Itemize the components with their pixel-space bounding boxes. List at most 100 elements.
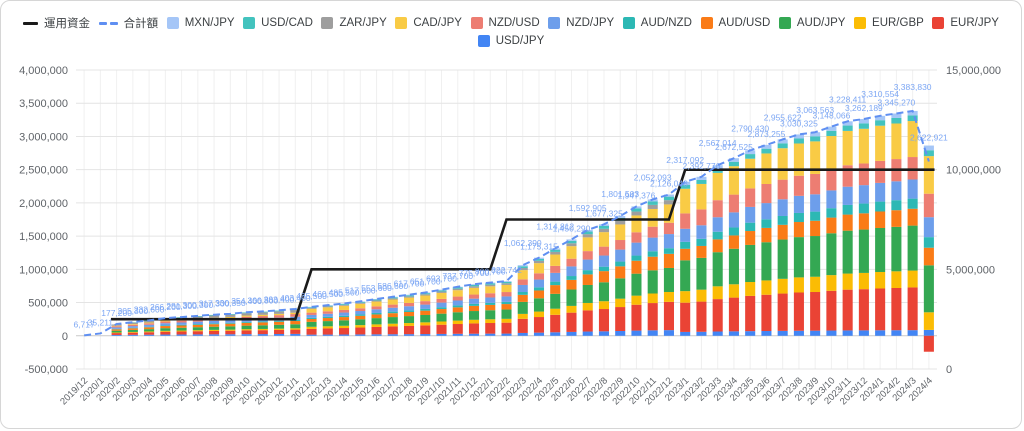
bar-segment-aud-jpy[interactable] — [192, 327, 203, 331]
bar-segment-mxn-jpy[interactable] — [761, 144, 772, 149]
bar-segment-aud-usd[interactable] — [322, 318, 333, 322]
bar-segment-aud-nzd[interactable] — [355, 314, 366, 316]
bar-segment-eur-gbp[interactable] — [566, 305, 577, 313]
bar-segment-eur-jpy[interactable] — [728, 297, 739, 332]
bar-segment-nzd-usd[interactable] — [387, 304, 398, 308]
bar-segment-eur-jpy[interactable] — [517, 318, 528, 333]
bar-segment-cad-jpy[interactable] — [842, 130, 853, 166]
bar-segment-aud-usd[interactable] — [680, 248, 691, 261]
bar-segment-aud-nzd[interactable] — [923, 237, 934, 248]
bar-segment-usd-jpy[interactable] — [111, 334, 122, 336]
bar-segment-nzd-usd[interactable] — [712, 200, 723, 218]
bar-segment-usd-cad[interactable] — [663, 196, 674, 201]
bar-segment-eur-jpy[interactable] — [777, 293, 788, 331]
bar-segment-zar-jpy[interactable] — [468, 286, 480, 288]
bar-segment-mxn-jpy[interactable] — [468, 284, 480, 286]
bar-segment-nzd-jpy[interactable] — [923, 217, 934, 238]
bar-segment-aud-jpy[interactable] — [501, 309, 512, 319]
bar-segment-nzd-usd[interactable] — [485, 293, 496, 298]
bar-segment-eur-jpy[interactable] — [501, 322, 512, 334]
bar-segment-usd-cad[interactable] — [501, 281, 512, 284]
bar-segment-eur-jpy[interactable] — [468, 323, 480, 334]
bar-segment-nzd-usd[interactable] — [420, 301, 431, 305]
bar-segment-nzd-usd[interactable] — [436, 298, 447, 303]
bar-segment-cad-jpy[interactable] — [696, 183, 707, 210]
bar-segment-usd-jpy[interactable] — [387, 334, 398, 336]
bar-segment-nzd-usd[interactable] — [403, 302, 415, 307]
bar-segment-aud-usd[interactable] — [403, 311, 415, 317]
bar-segment-usd-jpy[interactable] — [241, 334, 252, 336]
bar-segment-cad-jpy[interactable] — [615, 224, 626, 241]
bar-segment-aud-jpy[interactable] — [631, 273, 642, 296]
bar-segment-usd-jpy[interactable] — [452, 333, 463, 336]
bar-segment-zar-jpy[interactable] — [127, 322, 138, 325]
bar-segment-aud-nzd[interactable] — [485, 302, 496, 305]
bar-segment-nzd-jpy[interactable] — [615, 249, 626, 262]
bar-segment-aud-jpy[interactable] — [306, 321, 317, 327]
bar-segment-aud-usd[interactable] — [485, 304, 496, 311]
bar-segment-aud-jpy[interactable] — [777, 239, 788, 279]
bar-segment-aud-nzd[interactable] — [810, 211, 821, 221]
bar-segment-aud-nzd[interactable] — [160, 325, 171, 327]
bar-segment-mxn-jpy[interactable] — [696, 176, 707, 180]
bar-segment-cad-jpy[interactable] — [127, 324, 138, 325]
bar-segment-eur-jpy[interactable] — [209, 330, 220, 335]
bar-segment-nzd-jpy[interactable] — [452, 300, 463, 306]
bar-segment-zar-jpy[interactable] — [452, 288, 463, 291]
bar-segment-nzd-jpy[interactable] — [485, 297, 496, 303]
bar-segment-eur-gbp[interactable] — [355, 325, 366, 328]
bar-segment-usd-jpy[interactable] — [680, 331, 691, 336]
bar-segment-aud-usd[interactable] — [777, 224, 788, 240]
bar-segment-cad-jpy[interactable] — [647, 208, 658, 227]
bar-segment-usd-jpy[interactable] — [923, 329, 934, 336]
bar-segment-aud-nzd[interactable] — [420, 308, 431, 311]
bar-segment-aud-nzd[interactable] — [907, 198, 918, 209]
bar-segment-usd-cad[interactable] — [923, 150, 934, 157]
bar-segment-aud-nzd[interactable] — [501, 301, 512, 305]
bar-segment-eur-gbp[interactable] — [810, 276, 821, 293]
bar-segment-usd-cad[interactable] — [517, 266, 528, 269]
bar-segment-nzd-usd[interactable] — [501, 292, 512, 297]
bar-segment-usd-jpy[interactable] — [598, 331, 610, 336]
bar-segment-zar-jpy[interactable] — [290, 310, 301, 313]
bar-segment-nzd-jpy[interactable] — [728, 212, 739, 228]
bar-segment-zar-jpy[interactable] — [501, 283, 512, 285]
bar-segment-aud-usd[interactable] — [728, 235, 739, 249]
bar-segment-nzd-usd[interactable] — [566, 258, 577, 267]
bar-segment-usd-jpy[interactable] — [826, 330, 837, 336]
bar-segment-usd-cad[interactable] — [566, 240, 577, 244]
bar-segment-eur-jpy[interactable] — [257, 330, 268, 335]
bar-segment-cad-jpy[interactable] — [566, 246, 577, 259]
bar-segment-eur-gbp[interactable] — [144, 331, 155, 333]
bar-segment-zar-jpy[interactable] — [306, 307, 317, 309]
bar-segment-zar-jpy[interactable] — [647, 204, 658, 209]
bar-segment-aud-usd[interactable] — [858, 213, 869, 230]
bar-segment-aud-nzd[interactable] — [550, 281, 561, 286]
bar-segment-eur-gbp[interactable] — [387, 323, 398, 327]
bar-segment-aud-jpy[interactable] — [111, 330, 122, 333]
bar-segment-eur-gbp[interactable] — [777, 278, 788, 294]
bar-segment-zar-jpy[interactable] — [355, 302, 366, 304]
bar-segment-eur-jpy[interactable] — [598, 309, 610, 332]
bar-segment-nzd-usd[interactable] — [274, 315, 285, 318]
bar-segment-aud-usd[interactable] — [923, 247, 934, 266]
bar-segment-aud-jpy[interactable] — [225, 326, 236, 330]
bar-segment-usd-jpy[interactable] — [322, 334, 333, 336]
legend-item-total-amount[interactable]: 合計額 — [98, 15, 158, 31]
bar-segment-eur-gbp[interactable] — [371, 324, 382, 327]
bar-segment-usd-jpy[interactable] — [793, 330, 804, 336]
bar-segment-nzd-jpy[interactable] — [582, 259, 593, 271]
bar-segment-cad-jpy[interactable] — [403, 297, 415, 303]
bar-segment-eur-gbp[interactable] — [176, 330, 187, 332]
bar-segment-cad-jpy[interactable] — [923, 156, 934, 194]
bar-segment-mxn-jpy[interactable] — [923, 145, 934, 151]
bar-segment-cad-jpy[interactable] — [663, 204, 674, 223]
bar-segment-eur-gbp[interactable] — [842, 273, 853, 290]
bar-segment-aud-usd[interactable] — [761, 227, 772, 243]
bar-segment-eur-gbp[interactable] — [647, 293, 658, 304]
bar-segment-cad-jpy[interactable] — [598, 232, 610, 247]
bar-segment-aud-jpy[interactable] — [566, 289, 577, 306]
bar-segment-mxn-jpy[interactable] — [403, 294, 415, 296]
bar-segment-aud-jpy[interactable] — [696, 257, 707, 290]
bar-segment-zar-jpy[interactable] — [582, 234, 593, 238]
